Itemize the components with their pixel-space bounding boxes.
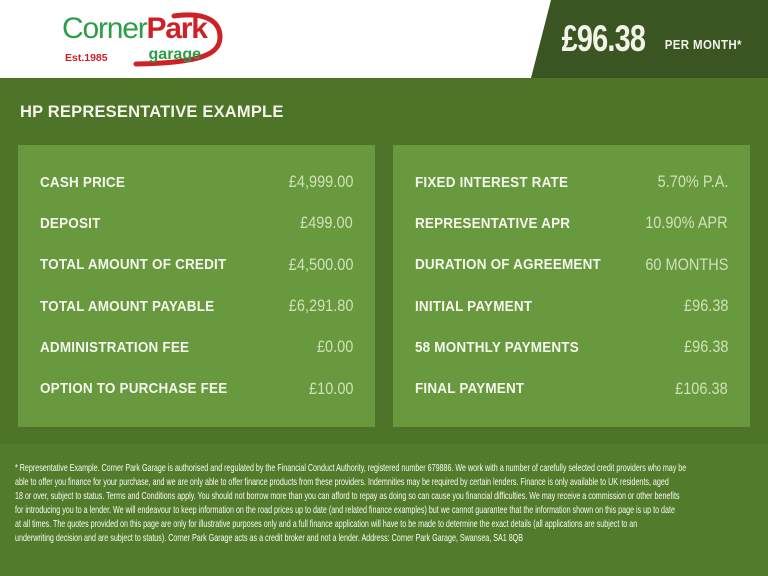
logo-est-text: Est.1985 xyxy=(65,52,108,64)
row-label: REPRESENTATIVE APR xyxy=(415,215,571,232)
page-title: HP REPRESENTATIVE EXAMPLE xyxy=(20,103,284,121)
disclaimer-line: underwriting decision and are subject to… xyxy=(15,532,524,544)
table-row: DEPOSIT £499.00 xyxy=(40,203,353,244)
row-value: £499.00 xyxy=(300,214,353,233)
table-row: INITIAL PAYMENT £96.38 xyxy=(415,286,728,327)
row-value: 5.70% P.A. xyxy=(657,173,728,192)
row-value: £96.38 xyxy=(683,338,728,357)
finance-panel-left: CASH PRICE £4,999.00 DEPOSIT £499.00 TOT… xyxy=(18,145,375,427)
row-value: £106.38 xyxy=(675,379,728,398)
row-value: £10.00 xyxy=(308,379,353,398)
row-label: INITIAL PAYMENT xyxy=(415,298,533,315)
row-value: £4,500.00 xyxy=(288,255,353,274)
header: Corner Park Est.1985 garage £96.38 PER M… xyxy=(0,0,768,78)
finance-panels: CASH PRICE £4,999.00 DEPOSIT £499.00 TOT… xyxy=(18,145,750,427)
row-label: FINAL PAYMENT xyxy=(415,381,525,398)
logo-garage-text: garage xyxy=(148,46,201,63)
logo-corner-text: Corner xyxy=(62,12,148,45)
logo-swoosh-icon xyxy=(133,12,223,67)
monthly-price-flag: £96.38 PER MONTH* xyxy=(531,0,768,78)
row-label: ADMINISTRATION FEE xyxy=(40,339,190,356)
row-value: 60 MONTHS xyxy=(644,255,728,274)
row-label: TOTAL AMOUNT PAYABLE xyxy=(40,298,215,315)
footer-disclaimer: * Representative Example. Corner Park Ga… xyxy=(0,444,768,576)
logo-line-1: Corner Park xyxy=(62,12,208,46)
row-label: FIXED INTEREST RATE xyxy=(415,174,569,191)
disclaimer-line: able to offer you finance for your purch… xyxy=(15,476,669,488)
logo-park-text: Park xyxy=(146,12,208,45)
table-row: CASH PRICE £4,999.00 xyxy=(40,162,353,203)
table-row: ADMINISTRATION FEE £0.00 xyxy=(40,327,353,368)
disclaimer-line: * Representative Example. Corner Park Ga… xyxy=(15,462,687,474)
monthly-price-period: PER MONTH* xyxy=(664,38,742,52)
table-row: 58 MONTHLY PAYMENTS £96.38 xyxy=(415,327,728,368)
table-row: OPTION TO PURCHASE FEE £10.00 xyxy=(40,369,353,410)
row-value: £6,291.80 xyxy=(288,297,353,316)
table-row: DURATION OF AGREEMENT 60 MONTHS xyxy=(415,245,728,286)
row-label: 58 MONTHLY PAYMENTS xyxy=(415,339,579,356)
table-row: REPRESENTATIVE APR 10.90% APR xyxy=(415,203,728,244)
table-row: FIXED INTEREST RATE 5.70% P.A. xyxy=(415,162,728,203)
row-value: £4,999.00 xyxy=(288,173,353,192)
table-row: TOTAL AMOUNT PAYABLE £6,291.80 xyxy=(40,286,353,327)
finance-panel-right: FIXED INTEREST RATE 5.70% P.A. REPRESENT… xyxy=(393,145,750,427)
disclaimer-line: 18 or over, subject to status. Terms and… xyxy=(15,490,680,502)
row-label: OPTION TO PURCHASE FEE xyxy=(40,381,228,398)
disclaimer-line: for introducing you to a lender. We will… xyxy=(15,504,675,516)
row-label: DURATION OF AGREEMENT xyxy=(415,257,601,274)
row-value: £96.38 xyxy=(683,297,728,316)
disclaimer-line: at all times. The quotes provided on thi… xyxy=(15,518,638,530)
monthly-price-amount: £96.38 xyxy=(561,18,646,59)
row-label: CASH PRICE xyxy=(40,174,126,191)
table-row: FINAL PAYMENT £106.38 xyxy=(415,369,728,410)
logo-line-2: Est.1985 garage xyxy=(65,46,201,64)
row-label: DEPOSIT xyxy=(40,215,101,232)
table-row: TOTAL AMOUNT OF CREDIT £4,500.00 xyxy=(40,245,353,286)
main-section: HP REPRESENTATIVE EXAMPLE CASH PRICE £4,… xyxy=(0,78,768,444)
row-label: TOTAL AMOUNT OF CREDIT xyxy=(40,257,227,274)
row-value: 10.90% APR xyxy=(645,214,728,233)
corner-park-garage-logo: Corner Park Est.1985 garage xyxy=(56,10,224,70)
row-value: £0.00 xyxy=(316,338,353,357)
